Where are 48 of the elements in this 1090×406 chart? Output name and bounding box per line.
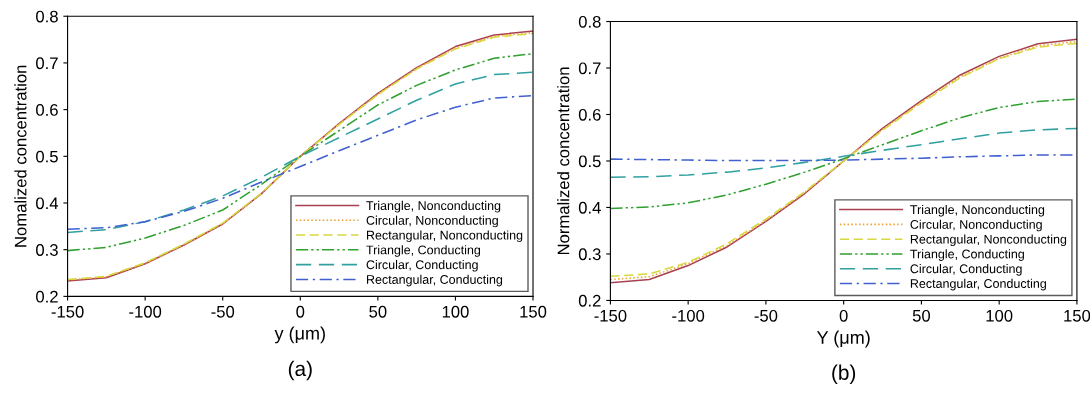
x-tick-label: -100 (129, 305, 162, 318)
text: (a) (288, 360, 312, 381)
y-tick-label: 0.3 (36, 244, 58, 256)
x-tick-label: -100 (672, 309, 705, 322)
y-tick-label: 0.6 (36, 104, 58, 116)
legend-label: Triangle, Nonconducting (366, 200, 501, 213)
x-tick-label: 100 (442, 305, 469, 318)
legend-label: Circular, Nonconducting (910, 219, 1042, 232)
legend-label: Circular, Nonconducting (366, 215, 498, 228)
x-tick-label: 50 (369, 305, 387, 318)
y-tick-label: 0.2 (36, 290, 58, 303)
y-tick-label: 0.8 (578, 15, 601, 28)
legend-label: Circular, Conducting (910, 264, 1022, 276)
y-tick-label: 0.7 (578, 62, 601, 75)
x-tick-label: 150 (520, 305, 547, 318)
y-tick-label: 0.4 (36, 197, 59, 210)
legend-label: Rectangular, Conducting (366, 274, 503, 287)
legend-label: Triangle, Conducting (366, 245, 481, 257)
y-axis-title: Nomalized concentration (14, 65, 27, 247)
x-axis-title: Y (μm) (816, 330, 870, 348)
x-axis-title: y (μm) (274, 326, 325, 344)
y-axis-title: Normalized concentration (557, 67, 570, 255)
y-tick-label: 0.7 (36, 57, 58, 70)
y-tick-label: 0.3 (578, 248, 601, 261)
legend-label: Triangle, Conducting (910, 249, 1024, 261)
x-tick-label: 50 (912, 309, 931, 322)
legend-label: Rectangular, Nonconducting (910, 234, 1067, 247)
x-tick-label: 0 (839, 309, 848, 322)
x-tick-label: -50 (754, 309, 778, 322)
legend-label: Rectangular, Nonconducting (366, 230, 523, 243)
x-tick-label: 0 (296, 305, 305, 318)
y-tick-label: 0.5 (36, 150, 58, 163)
y-tick-label: 0.2 (578, 294, 601, 307)
x-tick-label: 150 (1064, 309, 1090, 322)
x-tick-label: 100 (986, 309, 1013, 322)
y-tick-label: 0.6 (578, 108, 601, 121)
legend-label: Triangle, Nonconducting (910, 204, 1045, 217)
x-tick-label: -150 (51, 305, 84, 318)
x-tick-label: -150 (594, 309, 627, 322)
text: (b) (832, 364, 856, 384)
x-tick-label: -50 (211, 305, 235, 318)
legend-label: Rectangular, Conducting (910, 278, 1046, 291)
line-series (610, 127, 1077, 179)
line-series (67, 94, 534, 230)
y-tick-label: 0.4 (578, 201, 601, 214)
y-tick-label: 0.8 (36, 10, 58, 23)
y-tick-label: 0.5 (578, 155, 601, 168)
legend-label: Circular, Conducting (366, 259, 478, 272)
